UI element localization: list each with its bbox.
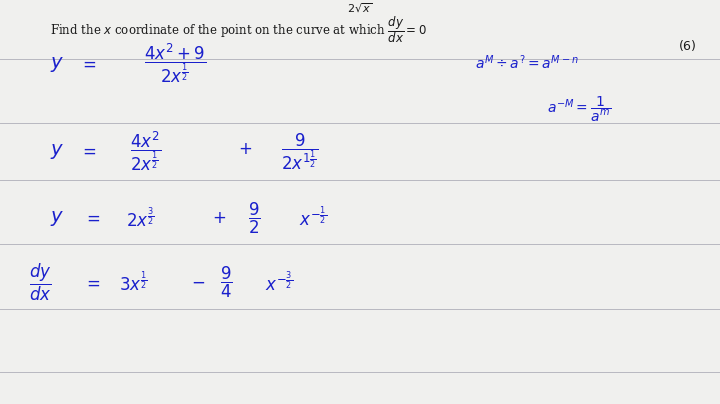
Text: $\dfrac{4x^2 + 9}{2x^{\frac{1}{2}}}$: $\dfrac{4x^2 + 9}{2x^{\frac{1}{2}}}$ [144,41,206,84]
Text: $=$: $=$ [79,56,96,73]
Text: $\dfrac{4x^2}{2x^{\frac{1}{2}}}$: $\dfrac{4x^2}{2x^{\frac{1}{2}}}$ [130,130,161,173]
Text: $x^{-\frac{1}{2}}$: $x^{-\frac{1}{2}}$ [299,205,327,229]
Text: $\dfrac{9}{2}$: $\dfrac{9}{2}$ [248,200,261,236]
Text: Find the $x$ coordinate of the point on the curve at which $\dfrac{dy}{dx} = 0$: Find the $x$ coordinate of the point on … [50,14,427,45]
Text: $=$: $=$ [83,210,100,227]
Text: $=$: $=$ [79,143,96,160]
Text: $\dfrac{9}{2x^{1\frac{1}{2}}}$: $\dfrac{9}{2x^{1\frac{1}{2}}}$ [281,131,318,172]
Text: $2x^{\frac{3}{2}}$: $2x^{\frac{3}{2}}$ [126,206,154,230]
Text: $x^{-\frac{3}{2}}$: $x^{-\frac{3}{2}}$ [265,270,293,294]
Text: $y$: $y$ [50,55,65,74]
Text: $+$: $+$ [238,141,252,158]
Text: $2\sqrt{x}$: $2\sqrt{x}$ [347,2,373,15]
Text: $+$: $+$ [212,210,227,227]
Text: $\dfrac{9}{4}$: $\dfrac{9}{4}$ [220,265,232,301]
Text: $y$: $y$ [50,208,65,228]
Text: $a^{M} \div a^{?} = a^{M-n}$: $a^{M} \div a^{?} = a^{M-n}$ [475,53,579,72]
Text: $(6)$: $(6)$ [678,38,697,53]
Text: $=$: $=$ [83,274,100,291]
Text: $y$: $y$ [50,142,65,161]
Text: $-$: $-$ [191,274,205,290]
Text: $a^{-M} = \dfrac{1}{a^m}$: $a^{-M} = \dfrac{1}{a^m}$ [547,94,611,124]
Text: $3x^{\frac{1}{2}}$: $3x^{\frac{1}{2}}$ [119,270,147,294]
Text: $\dfrac{dy}{dx}$: $\dfrac{dy}{dx}$ [29,262,51,303]
